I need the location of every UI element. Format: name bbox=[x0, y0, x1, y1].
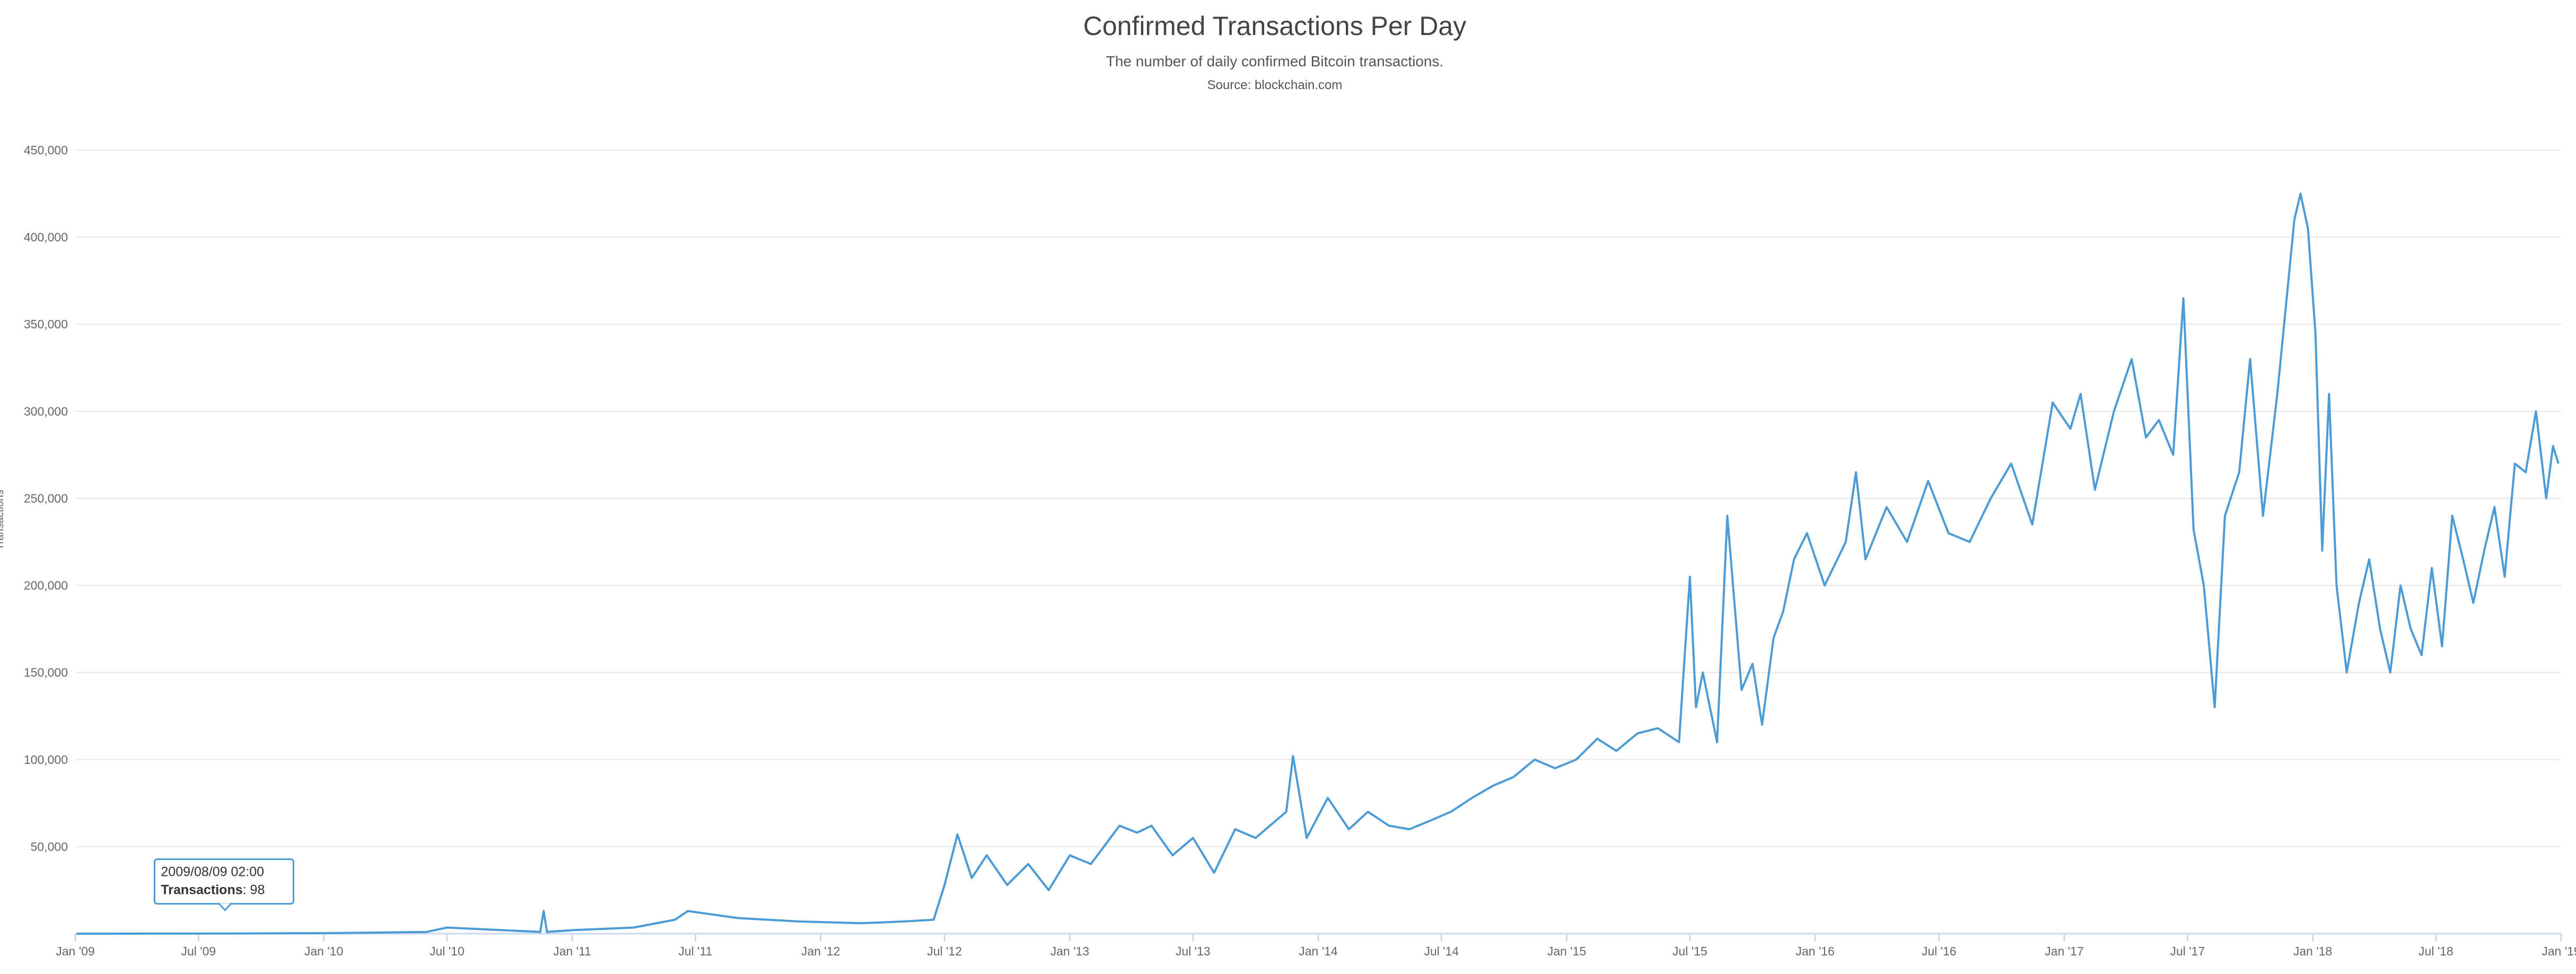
x-tick-label: Jul '14 bbox=[1424, 944, 1459, 958]
x-tick-label: Jul '16 bbox=[1922, 944, 1957, 958]
y-tick-label: 450,000 bbox=[24, 143, 68, 157]
y-tick-label: 50,000 bbox=[31, 840, 68, 854]
tooltip-date: 2009/08/09 02:00 bbox=[161, 865, 264, 880]
x-tick-label: Jan '15 bbox=[1547, 944, 1586, 958]
x-tick-label: Jul '17 bbox=[2170, 944, 2205, 958]
tooltip-series-name: Transactions bbox=[161, 883, 242, 898]
y-axis: 50,000 100,000 150,000 200,000 250,000 300,00… bbox=[24, 143, 68, 854]
x-tick-label: Jan '12 bbox=[801, 944, 840, 958]
x-axis: Jan '09 Jul '09 Jan '10 Jul '10 Jan '11 Jul '… bbox=[56, 933, 2576, 958]
x-tick-label: Jan '14 bbox=[1299, 944, 1338, 958]
tooltip-value: 98 bbox=[250, 883, 265, 898]
tooltip-row: Transactions: 98 bbox=[161, 883, 265, 898]
y-tick-label: 250,000 bbox=[24, 491, 68, 505]
x-tick-label: Jul '10 bbox=[430, 944, 465, 958]
y-tick-label: 400,000 bbox=[24, 230, 68, 244]
y-tick-label: 150,000 bbox=[24, 666, 68, 680]
x-tick-label: Jan '13 bbox=[1050, 944, 1089, 958]
x-tick-label: Jul '18 bbox=[2419, 944, 2454, 958]
y-tick-label: 200,000 bbox=[24, 579, 68, 593]
series-line bbox=[76, 193, 2560, 935]
x-tick-label: Jan '11 bbox=[553, 944, 591, 958]
chart-title: Confirmed Transactions Per Day bbox=[1083, 11, 1467, 41]
tooltip: 2009/08/09 02:00 Transactions: 98 bbox=[153, 858, 294, 911]
grid-lines bbox=[75, 150, 2561, 847]
y-tick-label: 300,000 bbox=[24, 404, 68, 418]
tooltip-separator: : bbox=[243, 883, 250, 898]
x-tick-label: Jul '11 bbox=[678, 944, 712, 958]
x-tick-label: Jul '13 bbox=[1176, 944, 1211, 958]
x-tick-label: Jan '19 bbox=[2542, 944, 2576, 958]
x-tick-label: Jan '18 bbox=[2293, 944, 2332, 958]
x-tick-label: Jan '17 bbox=[2045, 944, 2083, 958]
y-tick-label: 350,000 bbox=[24, 317, 68, 331]
chart-source: Source: blockchain.com bbox=[1207, 78, 1343, 92]
x-tick-label: Jul '15 bbox=[1672, 944, 1707, 958]
x-tick-label: Jan '09 bbox=[56, 944, 94, 958]
series-layer bbox=[76, 193, 2560, 935]
chart-subtitle: The number of daily confirmed Bitcoin tr… bbox=[1106, 53, 1444, 69]
x-tick-label: Jan '16 bbox=[1795, 944, 1834, 958]
x-tick-label: Jul '12 bbox=[927, 944, 962, 958]
y-tick-label: 100,000 bbox=[24, 753, 68, 767]
x-tick-label: Jul '09 bbox=[181, 944, 216, 958]
x-tick-label: Jan '10 bbox=[304, 944, 343, 958]
tooltip-pointer bbox=[218, 902, 232, 911]
y-axis-label: Transactions bbox=[0, 490, 6, 550]
